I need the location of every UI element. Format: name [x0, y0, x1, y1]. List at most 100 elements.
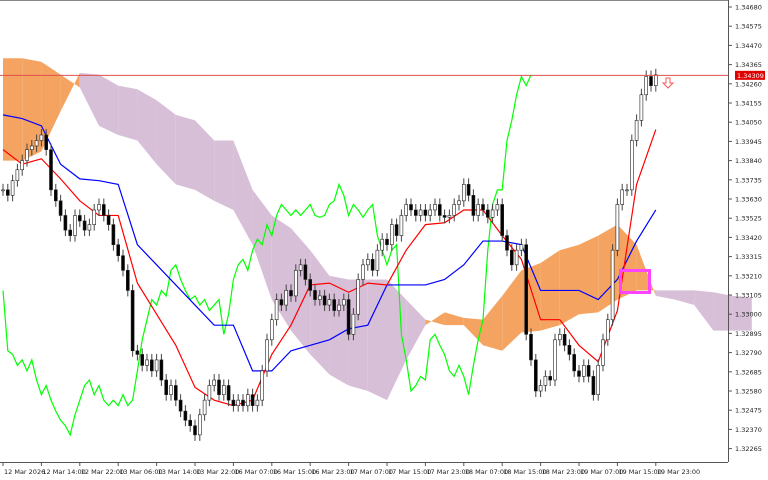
candle: [92, 203, 96, 231]
candle: [29, 139, 34, 156]
candle-body-bull: [601, 339, 605, 366]
candle: [289, 284, 293, 302]
price-tick-label: 1.33315: [735, 253, 762, 261]
price-tick-label: 1.34260: [735, 80, 762, 88]
candle: [145, 353, 149, 372]
candle: [399, 209, 404, 242]
candle-body-bull: [634, 120, 639, 141]
price-axis[interactable]: 1.34680 1.34575 1.34470 1.34365 1.34260 1.341…: [728, 4, 762, 454]
candle-body-bull: [625, 189, 629, 192]
candle: [279, 293, 284, 312]
candle-body-bear: [49, 149, 53, 191]
candle: [481, 198, 485, 216]
candle-body-bear: [437, 204, 442, 216]
candle-body-bull: [581, 365, 586, 377]
candle-body-bull: [610, 249, 615, 320]
price-tick-label: 1.32265: [735, 445, 762, 453]
candle: [164, 374, 168, 401]
candle: [222, 379, 226, 401]
rectangle-object[interactable]: [619, 269, 651, 294]
candle: [581, 359, 586, 383]
candle: [538, 379, 543, 397]
candle: [116, 238, 120, 262]
candle-body-bull: [265, 339, 269, 372]
candle: [193, 419, 197, 441]
candle: [356, 273, 361, 321]
time-tick-label: 19 Mar 23:00: [657, 468, 700, 476]
candle: [226, 379, 231, 407]
candle-body-bull: [389, 224, 394, 246]
candle: [260, 364, 265, 407]
cloud-segment-bullish: [3, 58, 23, 161]
candle-body-bear: [193, 425, 197, 436]
cloud-segment-bearish: [137, 89, 157, 165]
candle-body-bear: [423, 209, 428, 216]
candle-body-bear: [303, 264, 308, 280]
cloud-segment-bearish: [713, 292, 733, 331]
candle-body-bull: [418, 209, 423, 216]
candle-body-bull: [269, 319, 274, 341]
candle-body-bear: [524, 244, 529, 335]
candle: [106, 209, 111, 231]
cloud-segment-bullish: [483, 295, 503, 351]
candle-body-bear: [53, 189, 58, 202]
candle-body-bear: [313, 290, 317, 300]
candle-body-bear: [572, 354, 577, 372]
candle-body-bull: [361, 264, 365, 280]
candle-body-bull: [39, 134, 44, 141]
candle-body-bear: [68, 229, 72, 236]
candle-body-bear: [58, 200, 63, 216]
time-tick-label: 12 Mar 22:00: [81, 468, 124, 476]
ichimoku-cloud: [3, 58, 752, 401]
candle-body-bull: [1, 189, 5, 192]
candle: [58, 194, 63, 222]
candle: [418, 203, 423, 222]
candle-body-bear: [217, 379, 221, 395]
candle: [135, 344, 140, 361]
candle: [265, 333, 269, 377]
candle-body-bear: [413, 209, 418, 216]
candle-body-bear: [135, 350, 140, 355]
cloud-segment-bullish: [444, 312, 464, 326]
tenkan-sen-line: [2, 129, 657, 407]
candle-body-bull: [543, 376, 548, 386]
candle-body-bull: [433, 204, 437, 211]
candle: [543, 370, 548, 392]
cloud-segment-bearish: [233, 140, 253, 245]
candle: [629, 134, 634, 196]
candle: [73, 209, 77, 242]
candle-body-bull: [10, 180, 15, 196]
candle-body-bull: [629, 140, 634, 191]
candle-body-bull: [428, 209, 433, 216]
candle: [178, 394, 183, 418]
cloud-segment-bearish: [406, 299, 426, 360]
candle-body-bull: [255, 399, 260, 406]
candle-body-bear: [116, 244, 120, 256]
cloud-segment-bearish: [271, 215, 291, 331]
time-tick-label: 18 Mar 15:00: [503, 468, 546, 476]
candle: [346, 293, 351, 341]
candle: [490, 203, 495, 224]
price-tick-label: 1.33000: [735, 311, 762, 319]
candle-body-bull: [222, 385, 226, 395]
time-tick-label: 18 Mar 23:00: [542, 468, 585, 476]
candle: [198, 408, 202, 441]
candle: [433, 198, 437, 216]
price-tick-label: 1.33735: [735, 176, 762, 184]
candle-body-bear: [111, 224, 116, 246]
candle: [649, 70, 653, 92]
candle: [53, 183, 58, 207]
candle: [49, 143, 53, 196]
cloud-segment-bearish: [99, 74, 119, 135]
candle-body-bull: [73, 215, 77, 236]
candle-body-bull: [399, 215, 404, 236]
candle: [380, 233, 385, 257]
candle: [385, 233, 389, 251]
candle: [6, 183, 10, 202]
time-tick-label: 16 Mar 07:00: [234, 468, 277, 476]
candle: [620, 183, 625, 211]
candle-body-bear: [533, 359, 538, 392]
cloud-segment-bearish: [118, 85, 138, 141]
